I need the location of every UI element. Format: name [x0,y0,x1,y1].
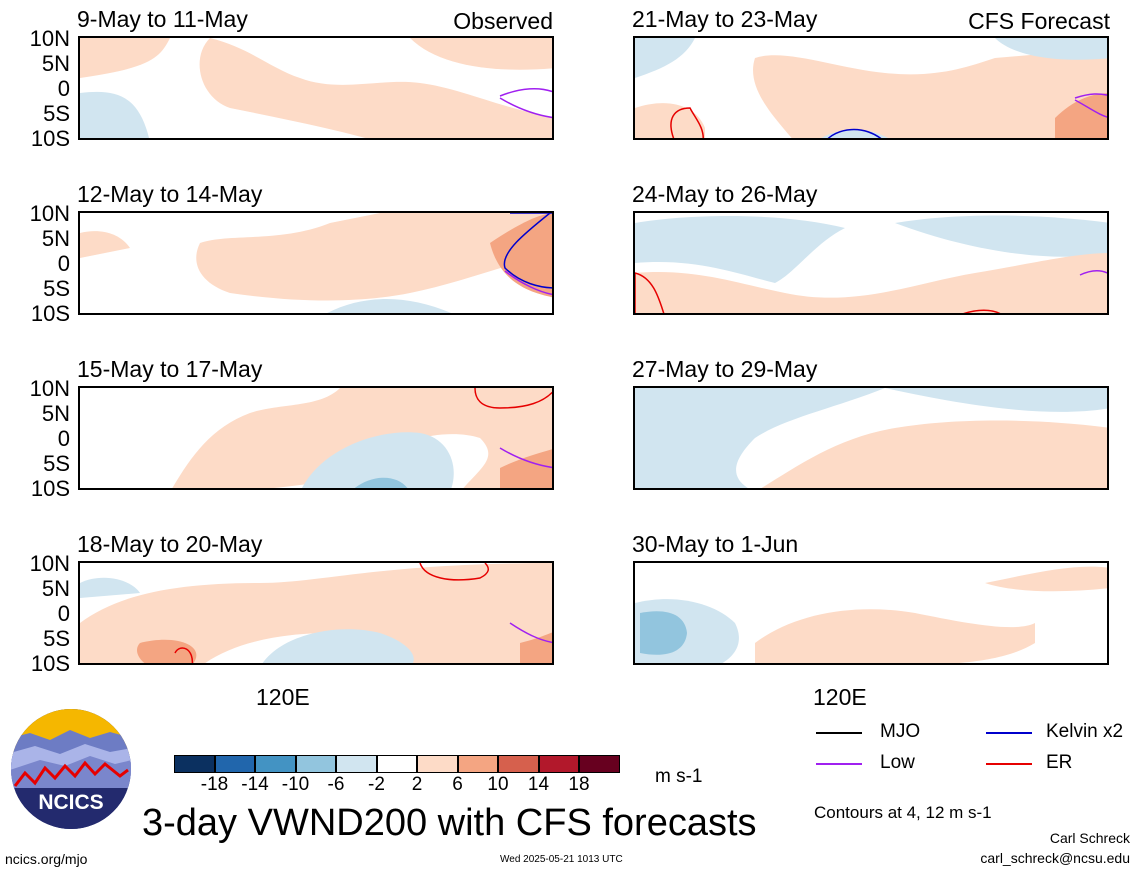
lat-label-10s: 10S [30,476,70,501]
legend-line-er [986,763,1032,765]
lat-label-5s: 5S [43,626,70,651]
colorbar-swatch [498,755,539,773]
colorbar-swatch [295,755,336,773]
panel-title-fcst-1: 21-May to 23-May [632,6,818,32]
map-panel-fcst-2 [633,211,1109,315]
main-title: 3-day VWND200 with CFS forecasts [142,802,757,844]
colorbar-swatch [174,755,215,773]
lat-label-0: 0 [57,76,70,101]
colorbar-swatch [214,755,255,773]
lat-label-0: 0 [57,426,70,451]
legend-label-kelvin: Kelvin x2 [1046,721,1124,742]
panel-title-fcst-4: 30-May to 1-Jun [632,531,799,557]
author-name: Carl Schreck [1049,830,1130,846]
ncics-logo: NCICS [10,708,132,830]
colorbar-swatch [417,755,458,773]
lat-label-10n: 10N [29,551,70,576]
colorbar-tick: 2 [411,774,423,795]
lat-label-10n: 10N [29,201,70,226]
colorbar-tick: 14 [527,774,550,795]
colorbar-tick: -18 [200,774,229,795]
lat-label-5s: 5S [43,451,70,476]
colorbar-swatch [336,755,377,773]
lat-label-10n: 10N [29,26,70,51]
legend-line-kelvin [986,732,1032,734]
map-panel-fcst-1 [633,36,1109,140]
map-panel-obs-2 [78,211,554,315]
author-email: carl_schreck@ncsu.edu [980,850,1130,866]
panel-title-fcst-3: 27-May to 29-May [632,356,818,382]
lon-label-observed: 120E [256,684,310,710]
lat-label-5n: 5N [41,51,70,76]
map-panel-fcst-3 [633,386,1109,490]
map-panel-obs-3 [78,386,554,490]
colorbar-swatch [255,755,296,773]
observed-label: Observed [453,8,553,34]
panel-title-fcst-2: 24-May to 26-May [632,181,818,207]
website-url: ncics.org/mjo [5,851,88,867]
timestamp: Wed 2025-05-21 1013 UTC [500,854,623,865]
map-panel-fcst-4 [633,561,1109,665]
lat-label-0: 0 [57,251,70,276]
legend-label-mjo: MJO [880,721,921,742]
colorbar-tick: -2 [368,774,385,795]
lat-label-5s: 5S [43,101,70,126]
panel-title-obs-2: 12-May to 14-May [77,181,263,207]
colorbar-swatch [579,755,620,773]
legend-line-mjo [816,732,862,734]
lat-label-10s: 10S [30,651,70,676]
colorbar-tick: 10 [487,774,509,795]
colorbar-tick: -6 [327,774,345,795]
colorbar-swatch [538,755,579,773]
lat-label-5n: 5N [41,576,70,601]
lat-label-5n: 5N [41,401,70,426]
legend-label-er: ER [1046,752,1073,773]
logo-text: NCICS [38,791,104,814]
colorbar-tick: 18 [568,774,590,795]
colorbar-tick: -14 [241,774,269,795]
lon-label-forecast: 120E [813,684,867,710]
map-panel-obs-1 [78,36,554,140]
panel-title-obs-4: 18-May to 20-May [77,531,263,557]
legend-line-low [816,763,862,765]
contours-note: Contours at 4, 12 m s-1 [814,803,992,822]
lat-label-10s: 10S [30,126,70,151]
lat-label-0: 0 [57,601,70,626]
lat-label-10s: 10S [30,301,70,326]
panel-title-obs-1: 9-May to 11-May [77,6,248,32]
colorbar-units: m s-1 [655,766,703,787]
lat-label-5n: 5N [41,226,70,251]
forecast-label: CFS Forecast [968,8,1110,34]
colorbar-swatch [457,755,498,773]
lat-label-5s: 5S [43,276,70,301]
lat-label-10n: 10N [29,376,70,401]
colorbar-tick: -10 [281,774,310,795]
map-panel-obs-4 [78,561,554,665]
colorbar-swatch [376,755,417,773]
panel-title-obs-3: 15-May to 17-May [77,356,263,382]
colorbar-tick: 6 [452,774,463,795]
legend-label-low: Low [880,752,915,773]
